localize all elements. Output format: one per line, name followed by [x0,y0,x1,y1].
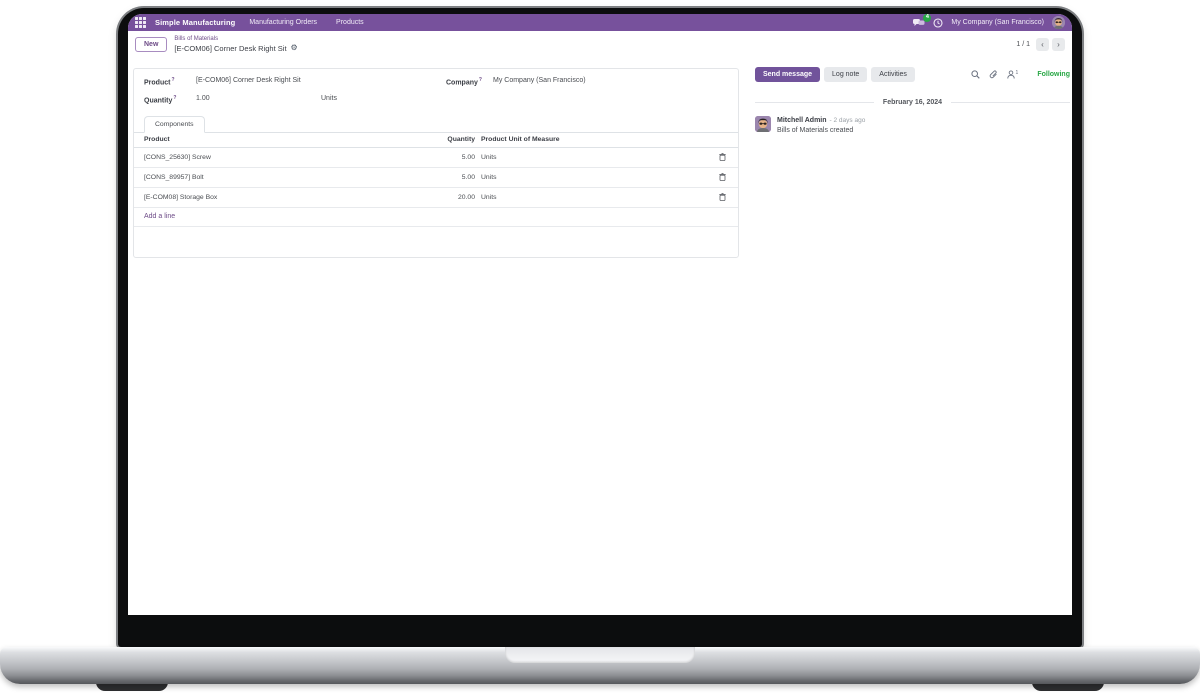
menu-manufacturing-orders[interactable]: Manufacturing Orders [249,19,318,26]
header-quantity: Quantity [447,136,475,144]
navbar-right: 4 My Company (San Francisco) [913,14,1065,29]
record-title: [E-COM06] Corner Desk Right Sit [174,43,287,53]
app-name[interactable]: Simple Manufacturing [155,18,236,27]
messages-icon[interactable]: 4 [913,14,932,27]
cell-uom[interactable]: Units [481,173,497,181]
activities-button[interactable]: Activities [871,67,915,82]
messages-count-badge: 4 [923,14,932,22]
product-field-value[interactable]: [E-COM06] Corner Desk Right Sit [196,77,301,84]
trash-icon [718,193,726,202]
table-row[interactable]: [CONS_25630] Screw 5.00 Units [134,148,738,168]
cell-product[interactable]: [CONS_25630] Screw [144,153,211,161]
attachment-icon[interactable] [989,70,998,79]
company-field-value[interactable]: My Company (San Francisco) [493,77,586,84]
form-fields: Product? [E-COM06] Corner Desk Right Sit… [134,69,738,107]
delete-row-button[interactable] [718,173,726,182]
add-line-row: Add a line [134,208,738,227]
laptop-base-notch [505,647,695,663]
product-field-label: Product? [144,77,175,87]
trash-icon [718,173,726,182]
quantity-help-marker: ? [173,95,177,102]
chatter-panel: Send message Log note Activities [755,67,1070,136]
product-help-marker: ? [171,77,175,83]
pager: 1 / 1 ‹ › [1016,38,1065,51]
cell-quantity[interactable]: 20.00 [457,193,475,201]
followers-count: 1 [1015,70,1019,76]
quantity-field: 1.00 Units [196,95,446,104]
header-product: Product [144,136,170,144]
notebook-tabs: Components [134,115,738,133]
message-author-avatar [755,116,771,132]
table-row[interactable]: [E-COM08] Storage Box 20.00 Units [134,188,738,208]
quantity-field-value[interactable]: 1.00 [196,95,210,103]
header-uom: Product Unit of Measure [481,136,560,144]
followers-icon[interactable]: 1 [1006,70,1019,79]
breadcrumb: Bills of Materials [E-COM06] Corner Desk… [174,36,297,53]
cell-uom[interactable]: Units [481,193,497,201]
message-body: Bills of Materials created [777,126,854,134]
breadcrumb-parent-link[interactable]: Bills of Materials [174,36,219,43]
chat-bubbles-icon [913,19,925,26]
table-row[interactable]: [CONS_89957] Bolt 5.00 Units [134,168,738,188]
new-button[interactable]: New [135,37,168,52]
cell-uom[interactable]: Units [481,153,497,161]
date-divider: February 16, 2024 [755,99,1070,106]
quantity-uom-value[interactable]: Units [321,95,337,103]
activities-clock-icon[interactable] [933,17,943,28]
navbar-left: Simple Manufacturing Manufacturing Order… [135,17,369,28]
trash-icon [718,153,726,162]
company-help-marker: ? [478,77,482,83]
chatter-icons: 1 Following [970,70,1070,79]
delete-row-button[interactable] [718,193,726,202]
main-content: Product? [E-COM06] Corner Desk Right Sit… [128,58,1072,615]
add-a-line-link[interactable]: Add a line [144,213,176,221]
top-navbar: Simple Manufacturing Manufacturing Order… [128,14,1072,31]
tab-components[interactable]: Components [144,115,205,133]
company-field-label: Company? [446,77,482,87]
message-author-name[interactable]: Mitchell Admin [777,117,827,124]
date-divider-label: February 16, 2024 [882,99,943,106]
user-avatar[interactable] [1052,16,1065,29]
cell-quantity[interactable]: 5.00 [461,173,475,181]
quantity-field-label: Quantity? [144,95,177,105]
app-window: Simple Manufacturing Manufacturing Order… [128,14,1072,615]
pager-counter: 1 / 1 [1016,41,1030,48]
pager-previous-button[interactable]: ‹ [1036,38,1049,51]
chatter-toolbar: Send message Log note Activities [755,67,1070,82]
components-table-header: Product Quantity Product Unit of Measure [134,133,738,148]
control-panel: New Bills of Materials [E-COM06] Corner … [128,31,1072,58]
form-sheet: Product? [E-COM06] Corner Desk Right Sit… [133,68,739,258]
apps-menu-icon[interactable] [135,17,146,28]
search-messages-icon[interactable] [970,70,980,79]
delete-row-button[interactable] [718,153,726,162]
pager-next-button[interactable]: › [1052,38,1065,51]
laptop-base [0,647,1200,684]
gear-icon[interactable]: ⚙ [290,43,298,53]
message-timestamp: - 2 days ago [829,117,866,124]
send-message-button[interactable]: Send message [755,67,821,82]
cell-product[interactable]: [E-COM08] Storage Box [144,193,218,201]
laptop-screen-bezel: Simple Manufacturing Manufacturing Order… [118,8,1082,647]
cell-product[interactable]: [CONS_89957] Bolt [144,173,204,181]
menu-products[interactable]: Products [336,19,364,26]
following-toggle[interactable]: Following [1037,71,1070,78]
company-switcher[interactable]: My Company (San Francisco) [951,19,1044,26]
cell-quantity[interactable]: 5.00 [461,153,475,161]
log-note-button[interactable]: Log note [824,67,868,82]
chatter-message: Mitchell Admin - 2 days ago Bills of Mat… [755,116,1070,136]
